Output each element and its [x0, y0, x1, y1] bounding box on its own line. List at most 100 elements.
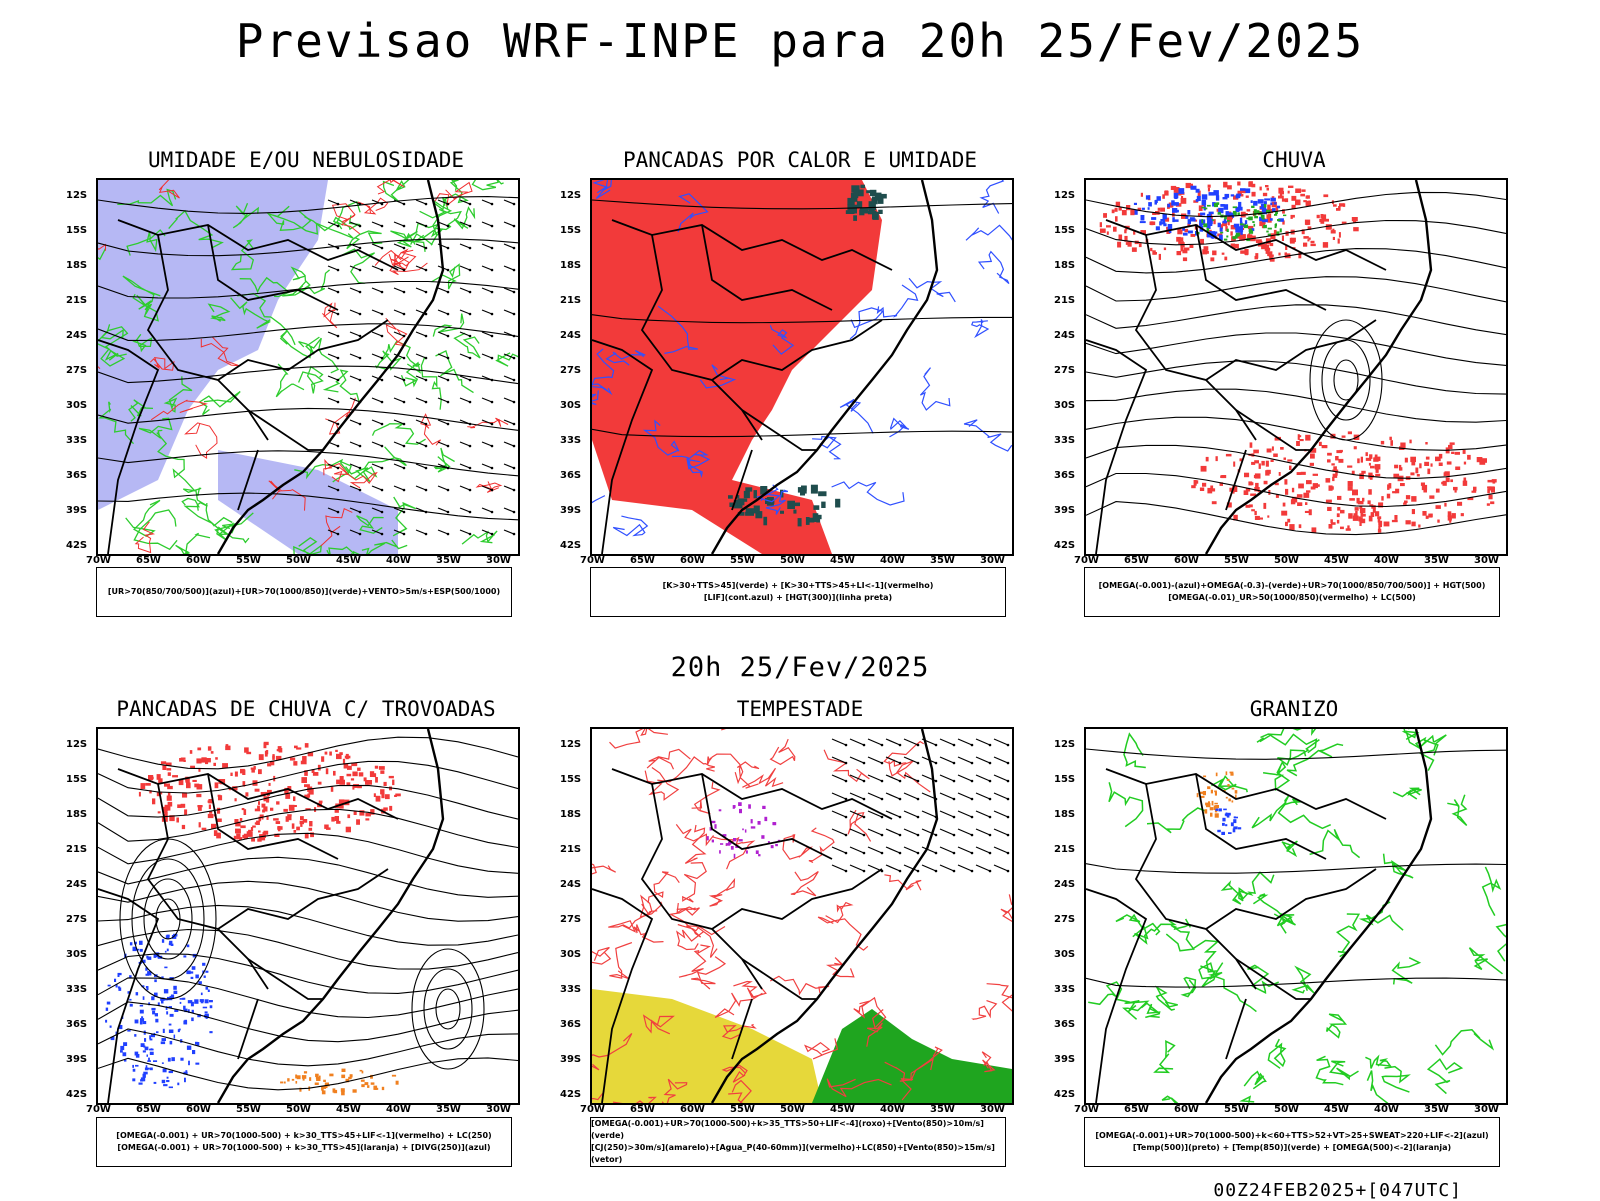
lat-tick-label: 15S — [1054, 225, 1076, 236]
lon-tick-label: 40W — [386, 1104, 411, 1115]
panel-2-plot — [592, 180, 1012, 554]
lat-tick-label: 15S — [66, 774, 88, 785]
lon-tick-label: 65W — [630, 1104, 655, 1115]
panel-6-title: GRANIZO — [1249, 697, 1339, 721]
panel-6-plot — [1086, 729, 1506, 1103]
humidity-green-contours — [98, 180, 518, 554]
lon-tick-label: 55W — [1224, 1104, 1249, 1115]
lat-tick-label: 12S — [66, 739, 88, 750]
lat-tick-label: 15S — [1054, 774, 1076, 785]
lat-tick-label: 18S — [66, 809, 88, 820]
lat-tick-label: 18S — [560, 809, 582, 820]
lat-tick-label: 33S — [560, 435, 582, 446]
lat-tick-label: 27S — [560, 914, 582, 925]
teal-patches-north — [845, 184, 887, 221]
temp-500-contours — [1086, 748, 1506, 988]
political-borders — [1086, 219, 1387, 554]
lat-tick-label: 30S — [1054, 400, 1076, 411]
panel-1-legend: [UR>70(850/700/500)](azul)+[UR>70(1000/8… — [96, 567, 512, 617]
lat-tick-label: 18S — [560, 260, 582, 271]
lat-tick-label: 36S — [66, 1019, 88, 1030]
lon-tick-label: 70W — [1074, 555, 1099, 566]
lat-tick-label: 27S — [560, 365, 582, 376]
lon-tick-label: 65W — [1124, 1104, 1149, 1115]
panel-4-map — [96, 727, 520, 1105]
panel-5-legend: [OMEGA(-0.001)+UR>70(1000-500)+k>35_TTS>… — [590, 1117, 1006, 1167]
lat-tick-label: 36S — [66, 470, 88, 481]
lon-tick-label: 30W — [486, 1104, 511, 1115]
lon-tick-label: 35W — [930, 555, 955, 566]
panel-1-title: UMIDADE E/OU NEBULOSIDADE — [147, 148, 465, 172]
lat-tick-label: 27S — [66, 365, 88, 376]
lon-tick-label: 30W — [486, 555, 511, 566]
thickness-red-contours — [98, 180, 509, 554]
lat-tick-label: 15S — [560, 774, 582, 785]
jet-250-streamlines — [98, 736, 518, 1091]
lon-tick-label: 45W — [336, 1104, 361, 1115]
footer-run-label: 00Z24FEB2025+[047UTC] — [1213, 1180, 1462, 1201]
lon-tick-label: 55W — [236, 1104, 261, 1115]
panel-3-plot — [1086, 180, 1506, 554]
wind-vectors — [327, 199, 516, 536]
lat-tick-label: 24S — [560, 879, 582, 890]
lon-tick-label: 60W — [1174, 555, 1199, 566]
lon-tick-label: 30W — [980, 555, 1005, 566]
lat-tick-label: 27S — [1054, 365, 1076, 376]
lon-tick-label: 65W — [136, 555, 161, 566]
lat-tick-label: 39S — [66, 505, 88, 516]
temp-850-green-contours — [1088, 729, 1506, 1103]
panel-4-title: PANCADAS DE CHUVA C/ TROVOADAS — [116, 697, 496, 721]
coastline — [710, 180, 939, 554]
lon-tick-label: 35W — [930, 1104, 955, 1115]
lat-tick-label: 21S — [66, 295, 88, 306]
lon-tick-label: 50W — [1274, 555, 1299, 566]
lat-tick-label: 30S — [560, 400, 582, 411]
lon-tick-label: 45W — [1324, 555, 1349, 566]
lat-tick-label: 12S — [1054, 190, 1076, 201]
lat-tick-label: 33S — [1054, 984, 1076, 995]
lon-tick-label: 30W — [980, 1104, 1005, 1115]
coastline — [1204, 729, 1433, 1103]
lat-tick-label: 42S — [560, 540, 582, 551]
lat-tick-label: 33S — [560, 984, 582, 995]
lon-tick-label: 60W — [186, 1104, 211, 1115]
lon-tick-label: 70W — [86, 1104, 111, 1115]
main-title: Previsao WRF-INPE para 20h 25/Fev/2025 — [235, 14, 1365, 68]
lon-tick-label: 35W — [436, 1104, 461, 1115]
lat-tick-label: 24S — [1054, 330, 1076, 341]
political-borders — [1086, 768, 1387, 1103]
lon-tick-label: 45W — [336, 555, 361, 566]
jet-yellow-fill — [592, 989, 822, 1103]
lon-tick-label: 60W — [680, 1104, 705, 1115]
panel-2-map — [590, 178, 1014, 556]
lat-tick-label: 42S — [66, 1089, 88, 1100]
lon-tick-label: 55W — [236, 555, 261, 566]
lat-tick-label: 24S — [66, 879, 88, 890]
wind-850-vectors — [831, 738, 1010, 873]
panel-6-map — [1084, 727, 1508, 1105]
lat-tick-label: 30S — [1054, 949, 1076, 960]
panel-5-map — [590, 727, 1014, 1105]
lat-tick-label: 15S — [66, 225, 88, 236]
lon-tick-label: 40W — [1374, 555, 1399, 566]
lon-tick-label: 70W — [580, 555, 605, 566]
humidity-blue-fill-south — [218, 450, 398, 554]
legend-line: [Temp(500)](preto) + [Temp(850)](verde) … — [1132, 1143, 1452, 1152]
lon-tick-label: 35W — [436, 555, 461, 566]
lat-tick-label: 27S — [66, 914, 88, 925]
lat-tick-label: 39S — [1054, 1054, 1076, 1065]
lon-tick-label: 65W — [630, 555, 655, 566]
lat-tick-label: 12S — [66, 190, 88, 201]
lon-tick-label: 55W — [730, 555, 755, 566]
lat-tick-label: 21S — [1054, 844, 1076, 855]
political-borders — [98, 219, 399, 554]
lon-tick-label: 50W — [1274, 1104, 1299, 1115]
height-500-streamlines — [1086, 191, 1506, 536]
severe-purple-patches — [706, 802, 781, 859]
coastline — [216, 729, 445, 1103]
panel-4-plot — [98, 729, 518, 1103]
lon-tick-label: 60W — [680, 555, 705, 566]
lon-tick-label: 55W — [1224, 555, 1249, 566]
legend-line: [OMEGA(-0.001) + UR>70(1000-500) + k>30_… — [117, 1143, 491, 1152]
lon-tick-label: 60W — [186, 555, 211, 566]
